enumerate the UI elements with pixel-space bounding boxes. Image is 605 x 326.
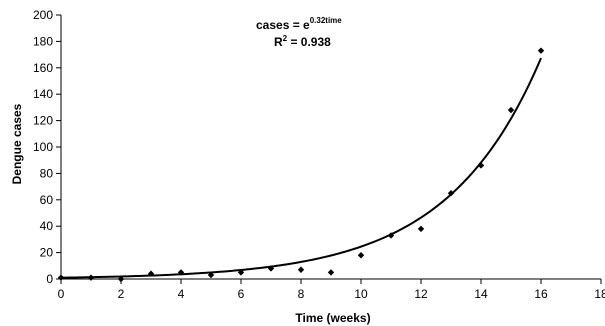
y-tick-label: 120 — [33, 114, 53, 128]
y-tick-label: 20 — [40, 246, 54, 260]
x-tick-label: 2 — [118, 287, 125, 301]
y-axis-title: Dengue cases — [10, 103, 24, 184]
equation-base: cases = e — [256, 18, 310, 32]
data-point — [447, 190, 455, 197]
data-point — [87, 274, 95, 281]
x-tick-label: 4 — [178, 287, 185, 301]
data-point — [507, 106, 515, 114]
y-tick-label: 0 — [46, 272, 53, 286]
r-squared-value: = 0.938 — [287, 35, 331, 49]
x-tick-label: 6 — [238, 287, 245, 301]
data-point — [357, 252, 365, 259]
data-point — [327, 269, 335, 276]
y-ticks: 0 20 40 60 80 100 120 140 160 180 200 — [33, 8, 61, 286]
trendline — [60, 57, 542, 279]
r-squared-prefix: R — [274, 35, 283, 49]
data-point — [297, 266, 305, 273]
x-ticks: 0 2 4 6 8 10 12 14 16 18 — [58, 279, 605, 301]
data-point — [207, 271, 215, 279]
data-point — [177, 269, 185, 276]
x-tick-label: 10 — [354, 287, 368, 301]
y-tick-label: 140 — [33, 87, 53, 101]
x-tick-label: 18 — [594, 287, 605, 301]
data-point — [147, 270, 155, 277]
data-point — [477, 162, 485, 169]
x-tick-label: 8 — [298, 287, 305, 301]
y-tick-label: 160 — [33, 61, 53, 75]
y-tick-label: 100 — [33, 140, 53, 154]
r-squared-exponent: 2 — [283, 34, 288, 43]
equation-exponent: 0.32time — [310, 16, 343, 25]
y-tick-label: 180 — [33, 34, 53, 48]
data-points — [57, 47, 545, 283]
data-point — [267, 265, 275, 272]
data-point — [117, 275, 125, 283]
x-tick-label: 12 — [414, 287, 428, 301]
data-point — [237, 269, 245, 276]
x-axis-title: Time (weeks) — [295, 311, 370, 325]
data-point — [537, 47, 545, 54]
data-point — [417, 225, 425, 233]
data-point — [387, 232, 395, 239]
y-tick-label: 200 — [33, 8, 53, 22]
r-squared-annotation: R2 = 0.938 — [274, 34, 331, 49]
data-point — [57, 274, 65, 281]
axes — [60, 15, 601, 280]
x-tick-label: 16 — [534, 287, 548, 301]
x-tick-label: 14 — [474, 287, 488, 301]
y-tick-label: 80 — [40, 166, 54, 180]
y-tick-label: 40 — [40, 219, 54, 233]
y-tick-label: 60 — [40, 193, 54, 207]
x-tick-label: 0 — [58, 287, 65, 301]
equation-annotation: cases = e0.32time — [256, 16, 342, 32]
